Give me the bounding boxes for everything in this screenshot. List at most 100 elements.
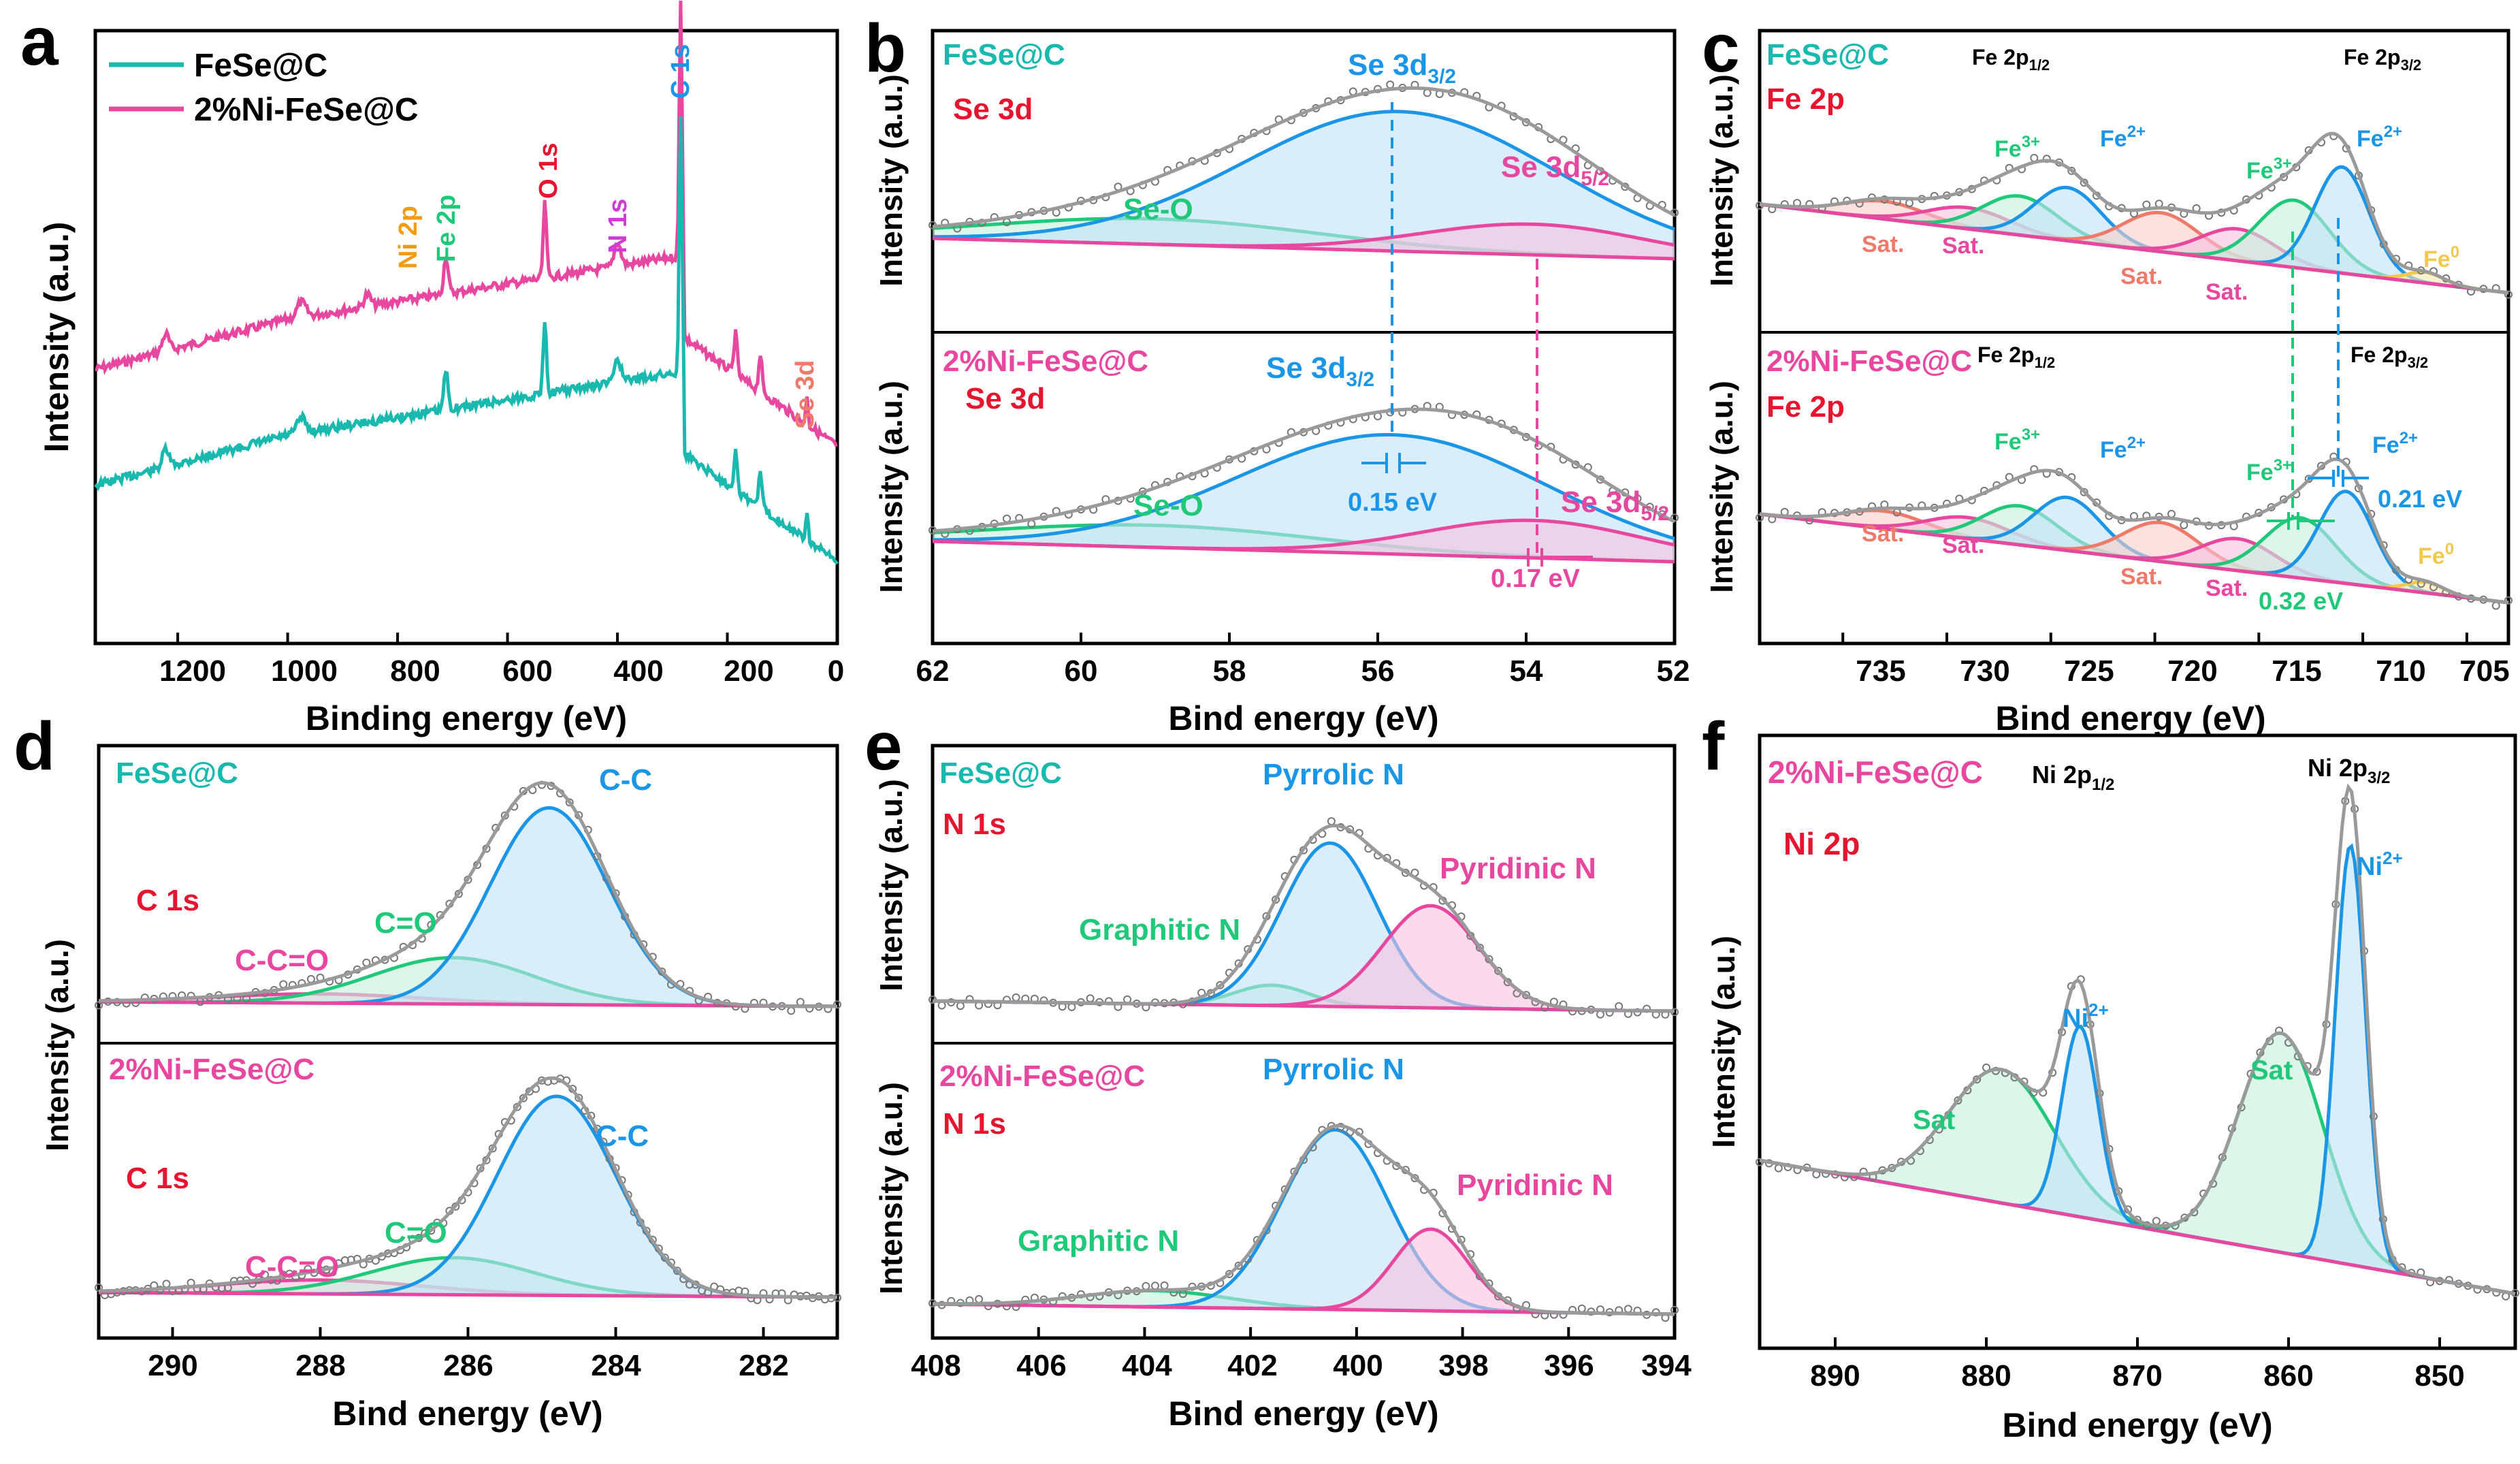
- x-ticks-a: 1200 1000 800 600 400 200 0: [159, 654, 844, 688]
- peak-fill: [99, 808, 837, 1006]
- curves-e: [928, 817, 1679, 1338]
- label-main: Ni 2p: [2032, 761, 2092, 789]
- label-main: Fe 2p: [1972, 45, 2029, 69]
- label-fe3: Fe3+: [2246, 456, 2292, 486]
- peak-label-sat-f1: Sat: [1913, 1105, 1955, 1135]
- shift-arrow-b2: [1477, 548, 1593, 567]
- panel-a: a FeSe@C 2%Ni-FeSe@C Ni 2p Fe 2p O 1s N …: [20, 0, 844, 737]
- legend-text-ni-fesec: 2%Ni-FeSe@C: [194, 92, 419, 128]
- envelope-curve: [98, 1076, 837, 1299]
- peak-fill: [933, 1130, 1675, 1314]
- peak-curve: [1759, 1024, 2516, 1296]
- raw-data-point: [1485, 955, 1493, 964]
- raw-data-point: [1012, 993, 1020, 1002]
- raw-data-point: [796, 998, 805, 1006]
- peak-label-cc-d1: C-C: [599, 763, 652, 797]
- raw-data-point: [575, 1094, 583, 1102]
- panel-letter-f: f: [1702, 708, 1725, 784]
- shift-annotation-b1: 0.15 eV: [1348, 488, 1438, 517]
- peak-label-graphitic-e1: Graphitic N: [1079, 913, 1240, 946]
- panel-c: c FeSe@C Fe 2p 2%Ni-FeSe@C Fe 2p Fe 2p1/…: [1702, 10, 2513, 737]
- x-axis-label-e: Bind energy (eV): [1168, 1395, 1438, 1433]
- peak-fill: [933, 843, 1675, 1011]
- sample-label-e1: FeSe@C: [939, 757, 1062, 790]
- fe2p32-label-c2: Fe 2p3/2: [2351, 343, 2428, 371]
- panel-letter-b: b: [865, 10, 906, 86]
- raw-data-point: [1624, 1305, 1632, 1314]
- raw-data-point: [565, 798, 574, 807]
- label-sat: Sat.: [2206, 575, 2248, 601]
- label-sub: 3/2: [2408, 354, 2429, 371]
- core-label-c2: Fe 2p: [1766, 390, 1845, 424]
- tick-label: 715: [2272, 654, 2321, 688]
- baseline: [932, 236, 1675, 261]
- panel-letter-c: c: [1702, 10, 1740, 86]
- label-sat: Sat.: [1862, 521, 1904, 547]
- raw-data-point: [1216, 981, 1225, 989]
- peak-fill: [933, 1229, 1675, 1314]
- raw-data-point: [787, 1006, 796, 1015]
- tick-label: 60: [1065, 654, 1098, 688]
- peak-labels-c2: Fe3+ Fe2+ Fe3+ Fe2+ Fe0 Sat. Sat. Sat. S…: [1862, 426, 2454, 601]
- tick-label: 600: [502, 654, 552, 688]
- panel-letter-e: e: [865, 708, 903, 784]
- curves-c: [1756, 131, 2513, 643]
- label-main: Fe 2p: [1977, 343, 2035, 367]
- sample-label-e2: 2%Ni-FeSe@C: [939, 1060, 1145, 1093]
- label-sub: 3/2: [2368, 769, 2390, 787]
- tick-label: 56: [1361, 654, 1395, 688]
- shift-annotation-c2: 0.32 eV: [2259, 587, 2343, 615]
- x-axis-label-f: Bind energy (eV): [2002, 1406, 2272, 1444]
- sample-label-c2: 2%Ni-FeSe@C: [1766, 345, 1972, 378]
- tick-label: 0: [828, 654, 844, 688]
- y-axis-label-e2: Intensity (a.u.): [873, 1082, 909, 1294]
- sample-label-b1: FeSe@C: [943, 38, 1065, 71]
- tick-label: 870: [2112, 1359, 2162, 1393]
- peak-label-se32-b2: Se 3d3/2: [1266, 351, 1374, 391]
- peak-label-se3d: Se 3d: [791, 360, 820, 429]
- peak-label-pyrrolic-e1: Pyrrolic N: [1263, 758, 1404, 791]
- raw-data-point: [956, 1002, 965, 1011]
- tick-label: 52: [1657, 654, 1690, 688]
- fe2p32-label-c1: Fe 2p3/2: [2344, 45, 2421, 74]
- peak-fill: [933, 906, 1675, 1011]
- peak-label-sat-f2: Sat: [2250, 1055, 2293, 1085]
- peak-label-co-d2: C=O: [385, 1216, 447, 1250]
- label-main: Ni 2p: [2308, 754, 2368, 782]
- label-fe0: Fe0: [2423, 243, 2459, 272]
- peak-label-ni2p: Ni 2p: [394, 206, 423, 269]
- tick-label: 58: [1213, 654, 1246, 688]
- tick-label: 404: [1122, 1349, 1172, 1382]
- envelope-curve: [932, 823, 1675, 1013]
- sample-label-f: 2%Ni-FeSe@C: [1768, 754, 1983, 790]
- raw-data-point: [2080, 178, 2088, 187]
- ni2p12-label: Ni 2p1/2: [2032, 761, 2114, 794]
- peak-label-ni2-f1: Ni2+: [2063, 1000, 2109, 1033]
- peak-fill: [1760, 167, 2508, 293]
- y-axis-label-e1: Intensity (a.u.): [873, 779, 909, 991]
- peak-fill: [99, 1096, 837, 1297]
- survey-line-fesec: [94, 116, 839, 565]
- peak-label-pyridinic-e1: Pyridinic N: [1440, 852, 1596, 885]
- curves-d: [95, 780, 841, 1338]
- envelope-curve: [99, 781, 837, 1008]
- label-main: Se 3d: [1348, 48, 1427, 82]
- peak-label-cc-d2: C-C: [596, 1119, 649, 1153]
- curves-a: [94, 0, 839, 643]
- raw-data-point: [279, 980, 288, 989]
- core-label-c1: Fe 2p: [1766, 82, 1845, 116]
- label-sat: Sat.: [1942, 233, 1984, 259]
- y-axis-label-c2: Intensity (a.u.): [1704, 381, 1739, 593]
- peak-label-c1s: C 1s: [666, 44, 695, 99]
- sample-label-b2: 2%Ni-FeSe@C: [943, 345, 1148, 378]
- tick-label: 705: [2459, 654, 2509, 688]
- tick-label: 398: [1438, 1349, 1488, 1382]
- raw-data-point: [1494, 966, 1503, 975]
- raw-data-point: [1327, 817, 1336, 826]
- label-sub: 5/2: [1581, 168, 1609, 190]
- raw-data-point: [1577, 1304, 1586, 1313]
- tick-label: 890: [1810, 1359, 1860, 1393]
- label-sat: Sat.: [2120, 564, 2163, 590]
- raw-data-point: [1234, 1261, 1243, 1270]
- core-label-b2: Se 3d: [965, 382, 1045, 415]
